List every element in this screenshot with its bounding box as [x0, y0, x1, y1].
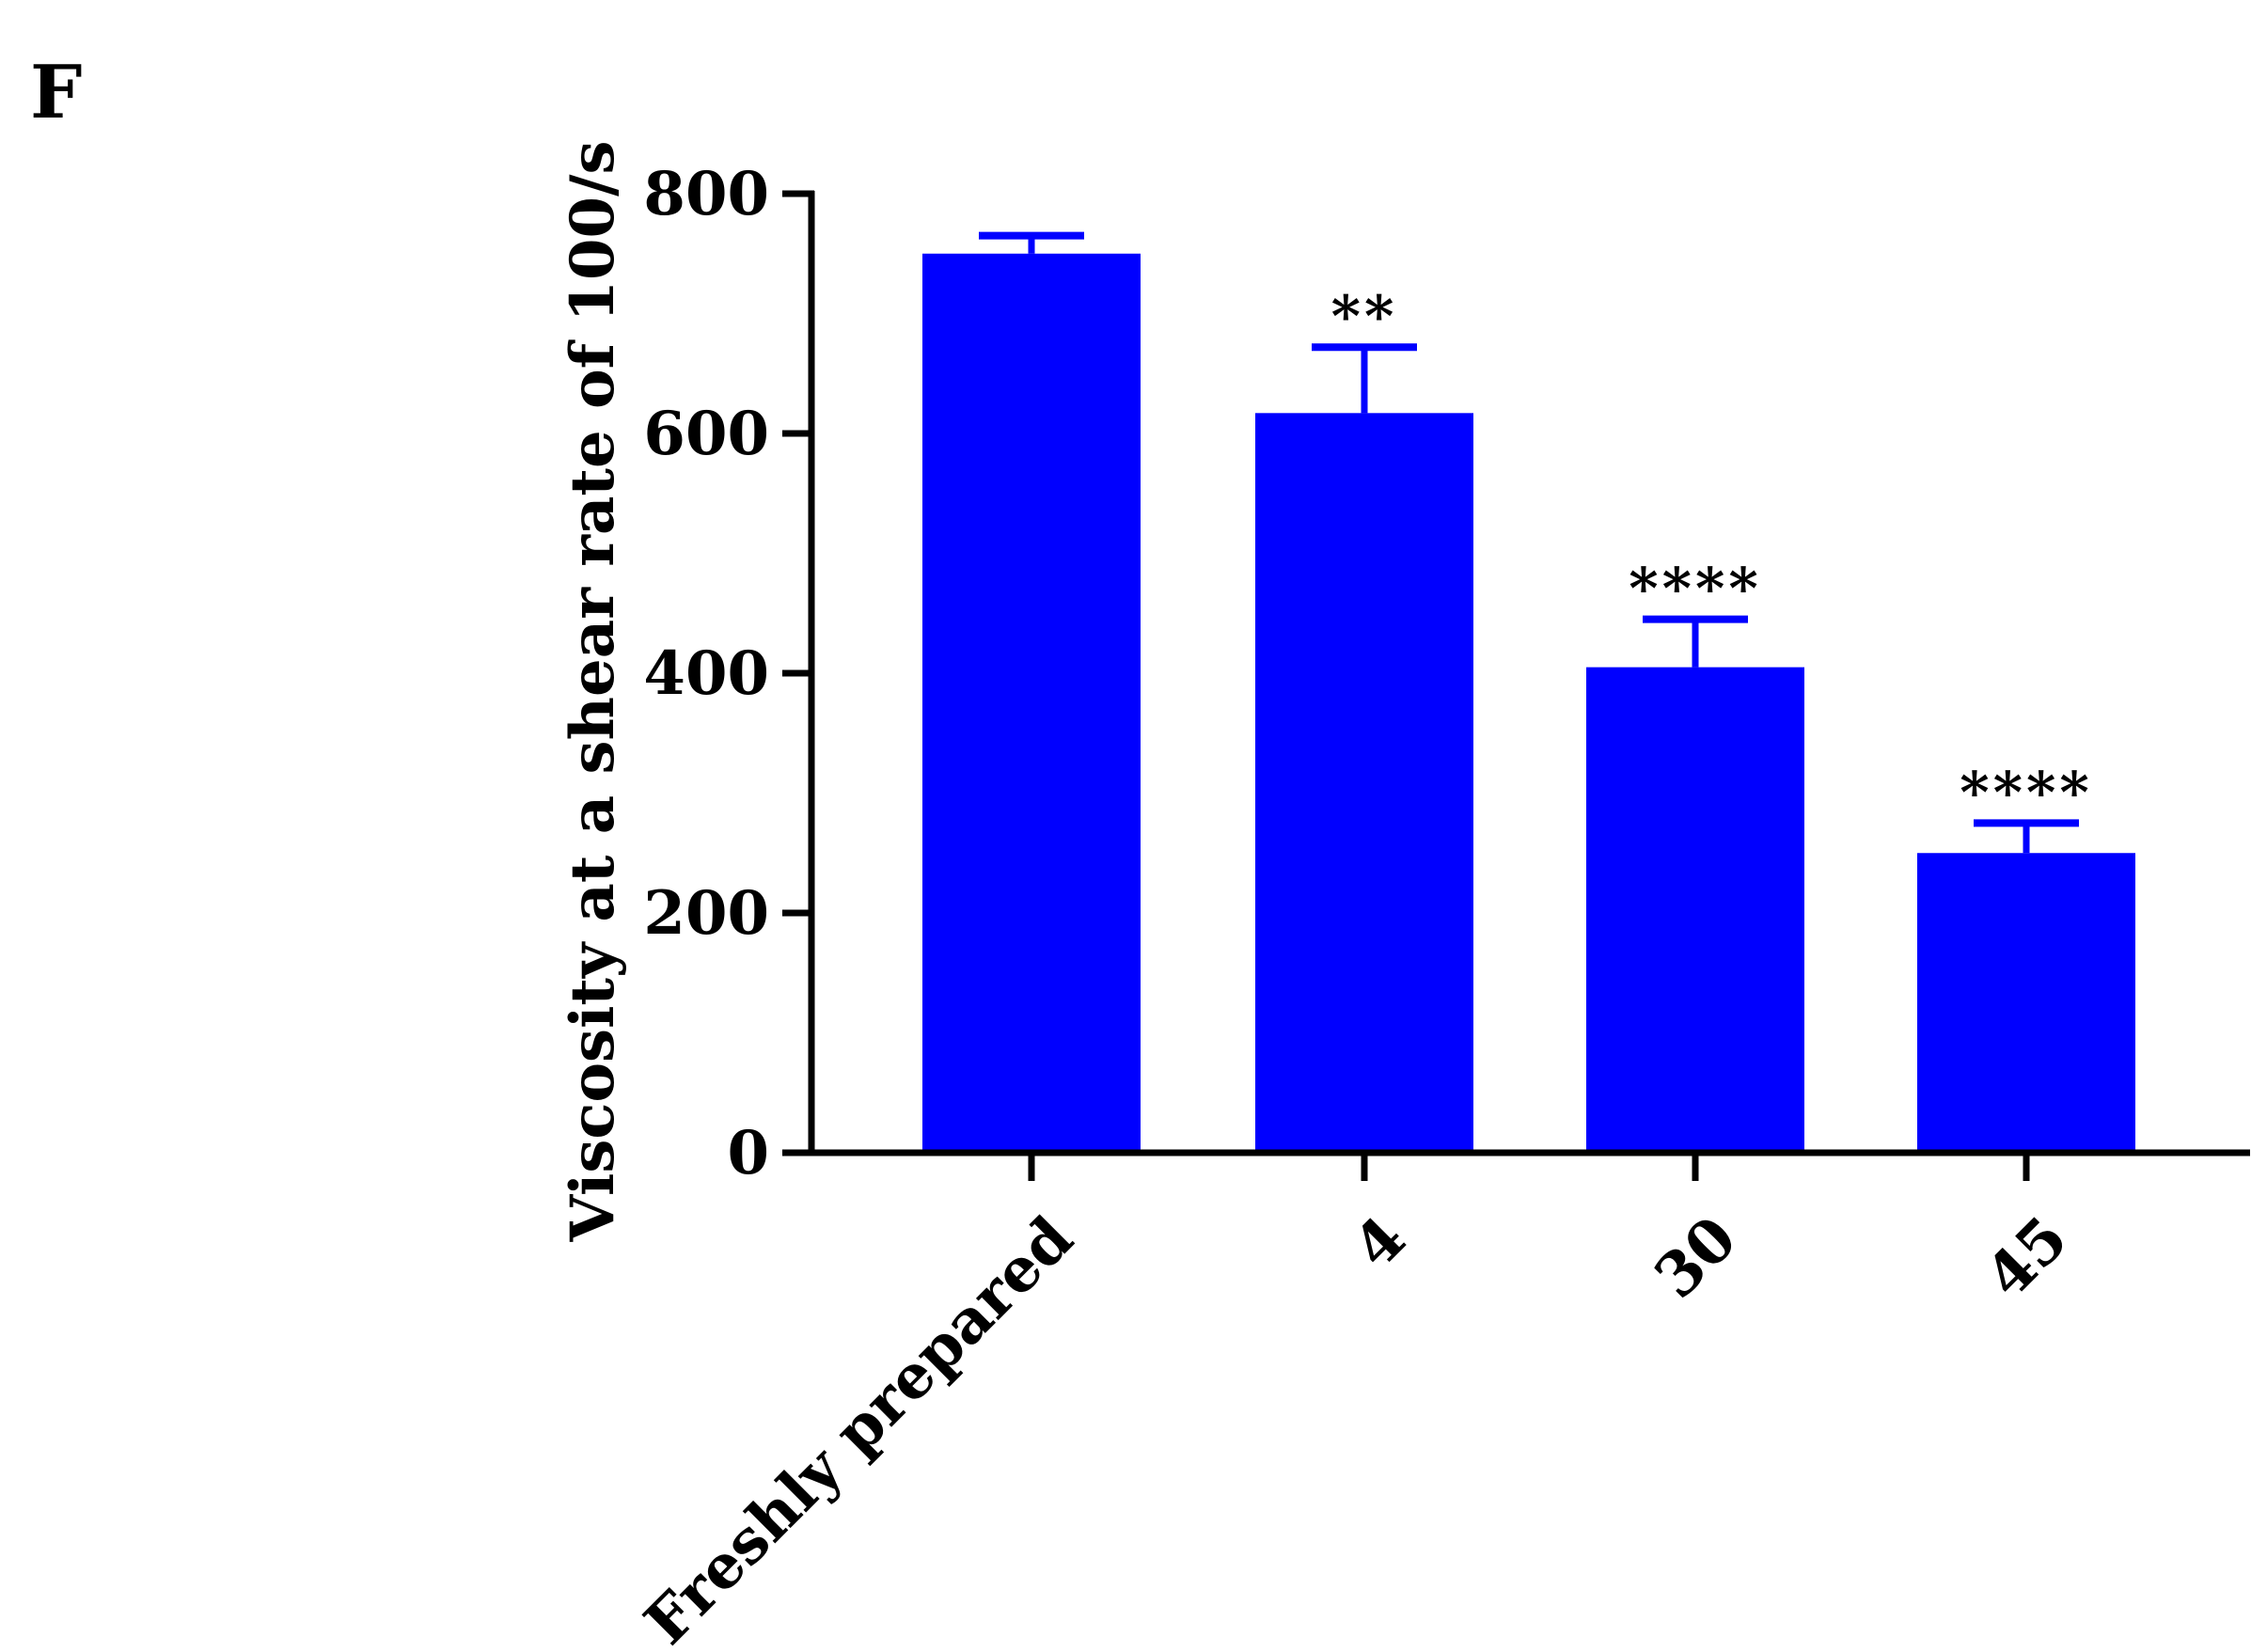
bar	[1917, 853, 2135, 1153]
significance-label: ****	[1960, 760, 2093, 826]
error-bar	[1312, 343, 1417, 414]
y-axis-ticks: 0 200 400 600 800	[643, 159, 814, 1188]
significance-label: ****	[1629, 557, 1762, 622]
y-tick-label: 200	[643, 878, 769, 949]
significance-markers: **********	[1331, 284, 2093, 826]
y-tick-label: 0	[727, 1118, 769, 1188]
y-axis-label: Viscosity at a shear rate of 100/s	[558, 141, 628, 1243]
x-tick-label: 30	[1642, 1204, 1751, 1313]
x-tick-label: 4	[1340, 1204, 1420, 1283]
panel-label: F	[30, 50, 82, 135]
bars	[922, 253, 2135, 1153]
bar	[922, 253, 1141, 1153]
error-bar	[979, 231, 1084, 254]
error-bar	[1974, 819, 2079, 854]
x-tick-label: Freshly prepared	[632, 1204, 1087, 1652]
x-axis-ticks: Freshly prepared 4 30 45	[632, 1153, 2082, 1652]
y-tick-label: 800	[643, 159, 769, 229]
bar	[1255, 413, 1473, 1153]
y-tick-label: 600	[643, 399, 769, 469]
error-bars	[979, 231, 2079, 854]
error-bar	[1643, 615, 1748, 668]
significance-label: **	[1331, 284, 1398, 350]
y-tick-label: 400	[643, 638, 769, 709]
bar	[1586, 667, 1804, 1153]
x-tick-label: 45	[1973, 1204, 2082, 1313]
